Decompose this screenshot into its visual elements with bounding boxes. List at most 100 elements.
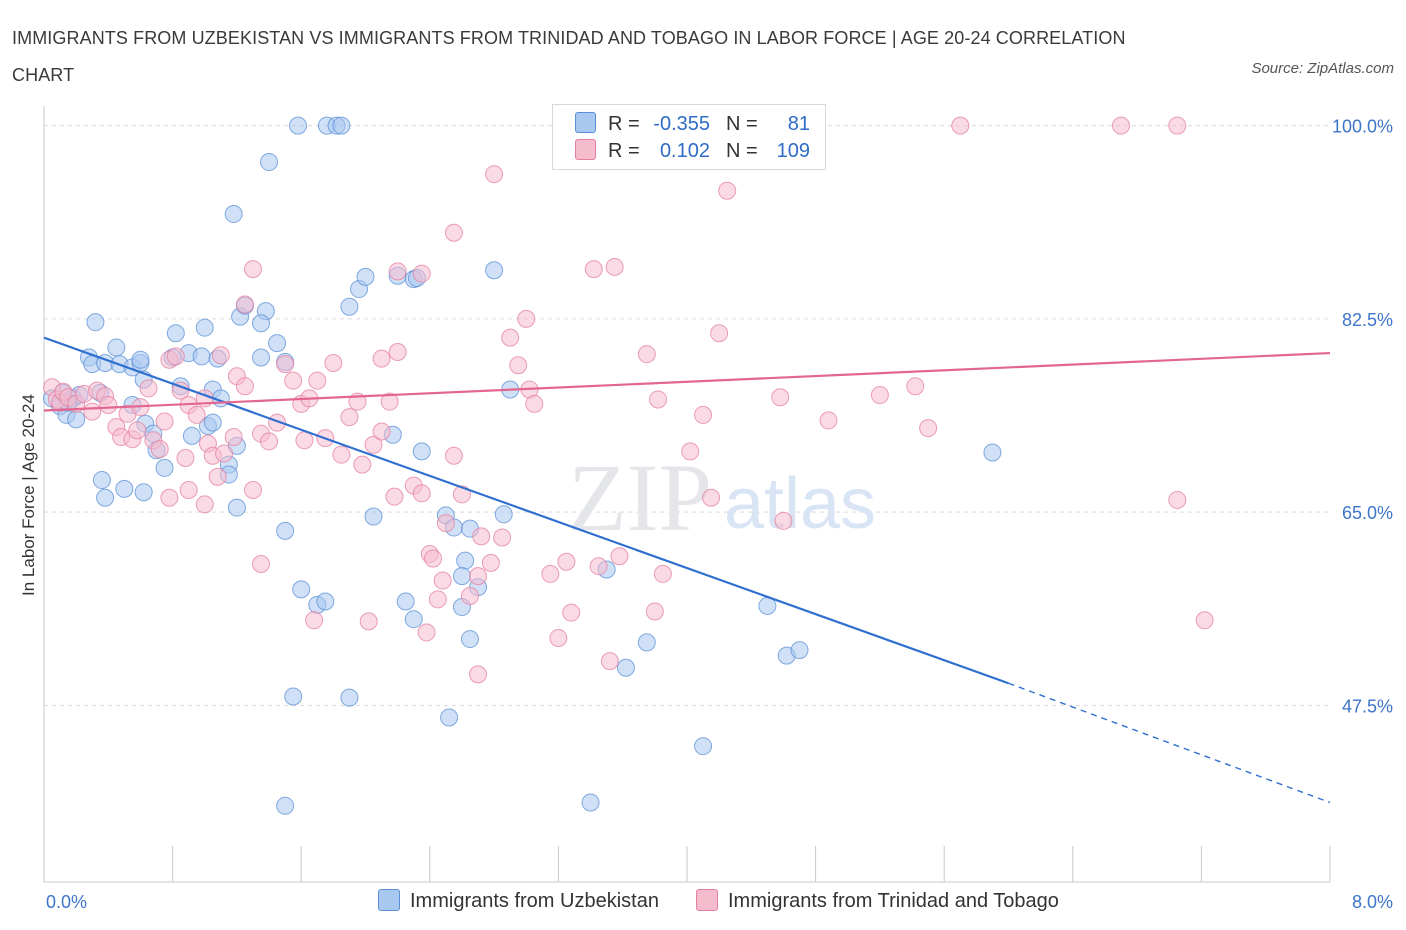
trinidad-point <box>353 455 372 474</box>
legend-n-value: 81 <box>787 113 810 135</box>
trinidad-point <box>444 446 463 465</box>
trend-layer <box>43 336 1331 804</box>
trinidad-point <box>906 377 925 396</box>
uzbekistan-point <box>227 498 246 517</box>
trinidad-point <box>436 514 455 533</box>
uzbekistan-point <box>485 261 504 280</box>
trinidad-point <box>424 549 443 568</box>
trinidad-point <box>324 354 343 373</box>
uzbekistan-point <box>284 687 303 706</box>
trinidad-point <box>332 445 351 464</box>
trinidad-point <box>150 440 169 459</box>
trinidad-point <box>428 590 447 609</box>
trinidad-point <box>160 488 179 507</box>
trinidad-point <box>195 495 214 514</box>
trinidad-point <box>452 485 471 504</box>
uzbekistan-point <box>616 658 635 677</box>
uzbekistan-point <box>340 688 359 707</box>
legend-n-value: 109 <box>776 140 810 162</box>
uzbekistan-point <box>195 318 214 337</box>
trinidad-point <box>557 552 576 571</box>
trinidad-point <box>284 371 303 390</box>
uzbekistan-point <box>332 116 351 135</box>
trinidad-point <box>702 488 721 507</box>
trinidad-point <box>412 484 431 503</box>
uzbekistan-point <box>292 580 311 599</box>
trinidad-point <box>600 652 619 671</box>
trinidad-point <box>472 527 491 546</box>
trinidad-point <box>268 413 287 432</box>
bottom-legend-label-trinidad: Immigrants from Trinidad and Tobago <box>728 890 1059 912</box>
trinidad-point <box>774 511 793 530</box>
trinidad-point <box>469 567 488 586</box>
trinidad-point <box>481 553 500 572</box>
uzbekistan-point <box>260 153 279 172</box>
trinidad-point <box>637 345 656 364</box>
trinidad-point <box>176 448 195 467</box>
chart-title: IMMIGRANTS FROM UZBEKISTAN VS IMMIGRANTS… <box>12 28 1126 85</box>
uzbekistan-point <box>131 350 150 369</box>
uzbekistan-point <box>182 426 201 445</box>
trinidad-point <box>128 421 147 440</box>
trinidad-point <box>340 408 359 427</box>
trinidad-point <box>417 623 436 642</box>
trinidad-point <box>562 603 581 622</box>
x-tick-label: 0.0% <box>46 892 87 912</box>
trinidad-point <box>605 257 624 276</box>
trinidad-point <box>501 328 520 347</box>
trinidad-point <box>541 564 560 583</box>
trinidad-point <box>589 557 608 576</box>
legend-row-trinidad: R = 0.102 N = 109 <box>575 139 810 165</box>
uzbekistan-trendline <box>43 336 1009 685</box>
trinidad-point <box>610 547 629 566</box>
trinidad-point <box>444 223 463 242</box>
uzbekistan-point <box>340 297 359 316</box>
uzbekistan-point <box>637 633 656 652</box>
uzbekistan-point <box>268 334 287 353</box>
bottom-legend-swatch-uzbekistan <box>378 889 400 911</box>
uzbekistan-point <box>456 551 475 570</box>
trinidad-point <box>295 431 314 450</box>
trinidad-point <box>243 481 262 499</box>
trinidad-point <box>211 346 230 365</box>
bottom-legend-trinidad: Immigrants from Trinidad and Tobago <box>696 889 1059 913</box>
x-tick-label: 8.0% <box>1352 892 1393 912</box>
uzbekistan-point <box>440 708 459 727</box>
legend-row-uzbekistan: R = -0.355 N = 81 <box>575 112 810 138</box>
uzbekistan-point <box>86 313 105 332</box>
uzbekistan-point <box>252 314 271 333</box>
trinidad-point <box>372 422 391 441</box>
trinidad-point <box>305 611 324 630</box>
legend-r-label: R = <box>608 140 640 162</box>
uzbekistan-point <box>396 592 415 611</box>
trinidad-point <box>99 395 118 414</box>
uzbekistan-point <box>92 471 111 490</box>
trinidad-point <box>179 481 198 499</box>
legend-swatch-uzbekistan <box>575 112 596 133</box>
trinidad-point <box>433 571 452 590</box>
trinidad-point <box>235 377 254 396</box>
trinidad-point <box>549 628 568 647</box>
trinidad-point <box>819 411 838 430</box>
watermark: ZIP atlas <box>568 444 876 551</box>
uzbekistan-point <box>67 410 86 429</box>
trinidad-point <box>215 444 234 463</box>
uzbekistan-point <box>494 505 513 524</box>
uzbekistan-point <box>252 348 271 367</box>
trinidad-point <box>276 355 295 374</box>
trinidad-point <box>469 665 488 684</box>
trinidad-point <box>166 347 185 366</box>
uzbekistan-point <box>166 324 185 343</box>
trinidad-point <box>517 309 536 328</box>
legend-r-label: R = <box>608 113 640 135</box>
trinidad-point <box>388 342 407 361</box>
uzbekistan-point <box>276 521 295 540</box>
trinidad-point <box>308 371 327 390</box>
y-tick-label: 65.0% <box>1342 503 1393 523</box>
trinidad-point <box>870 386 889 405</box>
legend-n-label: N = <box>726 113 758 135</box>
bottom-legend-uzbekistan: Immigrants from Uzbekistan <box>378 889 659 913</box>
uzbekistan-point <box>288 116 307 135</box>
uzbekistan-point <box>581 793 600 812</box>
trinidad-point <box>771 388 790 407</box>
